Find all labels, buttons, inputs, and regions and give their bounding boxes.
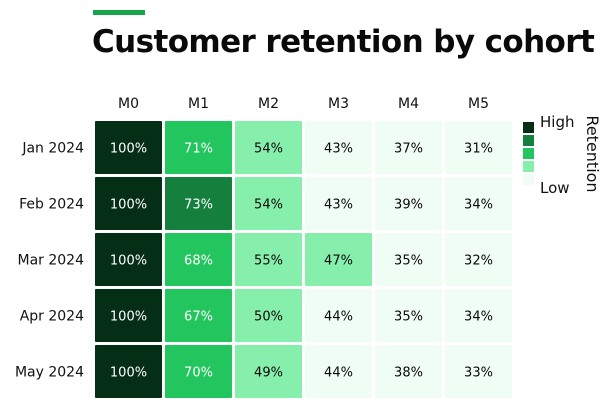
cell-value-label: 100% [110, 310, 147, 325]
column-label: M4 [398, 96, 419, 112]
heatmap-cell [235, 345, 302, 398]
cell-value-label: 68% [184, 254, 213, 269]
cell-value-label: 34% [464, 310, 493, 325]
legend-swatch [523, 135, 534, 146]
cell-value-label: 67% [184, 310, 213, 325]
heatmap-cell [235, 177, 302, 230]
row-label: Feb 2024 [19, 197, 84, 213]
cell-value-label: 35% [394, 310, 423, 325]
heatmap-cell [95, 345, 162, 398]
cell-value-label: 38% [394, 366, 423, 381]
heatmap-cell [375, 289, 442, 342]
heatmap-cell [445, 233, 512, 286]
heatmap-cell [445, 121, 512, 174]
cell-value-label: 31% [464, 142, 493, 157]
legend-swatch [523, 148, 534, 159]
heatmap-cell [305, 177, 372, 230]
heatmap-cell [375, 345, 442, 398]
heatmap-cell [165, 289, 232, 342]
cell-value-label: 44% [324, 310, 353, 325]
cell-value-label: 73% [184, 198, 213, 213]
legend-title: Retention [583, 115, 602, 192]
heatmap-cell [375, 233, 442, 286]
heatmap-cell [445, 345, 512, 398]
row-label: May 2024 [15, 365, 84, 381]
heatmap-cell [165, 177, 232, 230]
cell-value-label: 44% [324, 366, 353, 381]
cell-value-label: 71% [184, 142, 213, 157]
heatmap-cell [165, 121, 232, 174]
row-label: Jan 2024 [21, 141, 84, 157]
legend-low-label: Low [540, 179, 570, 197]
cell-value-label: 50% [254, 310, 283, 325]
cell-value-label: 55% [254, 254, 283, 269]
heatmap-cell [95, 121, 162, 174]
cell-value-label: 100% [110, 366, 147, 381]
column-label: M2 [258, 96, 279, 112]
heatmap-cell [305, 345, 372, 398]
heatmap-cell [445, 289, 512, 342]
cell-value-label: 54% [254, 142, 283, 157]
column-label: M3 [328, 96, 349, 112]
cell-value-label: 70% [184, 366, 213, 381]
cell-value-label: 32% [464, 254, 493, 269]
cell-value-label: 34% [464, 198, 493, 213]
column-label: M0 [118, 96, 139, 112]
cell-value-label: 47% [324, 254, 353, 269]
heatmap-cell [235, 121, 302, 174]
heatmap-cell [165, 233, 232, 286]
legend-swatch [523, 174, 534, 185]
chart-title: Customer retention by cohort [92, 24, 595, 60]
cell-value-label: 43% [324, 198, 353, 213]
cell-value-label: 39% [394, 198, 423, 213]
cell-value-label: 33% [464, 366, 493, 381]
cell-value-label: 100% [110, 142, 147, 157]
heatmap-cell [95, 233, 162, 286]
heatmap-cell [445, 177, 512, 230]
heatmap-cell [375, 177, 442, 230]
heatmap-cell [305, 233, 372, 286]
legend-high-label: High [540, 113, 574, 131]
cell-value-label: 35% [394, 254, 423, 269]
column-label: M5 [468, 96, 489, 112]
row-label: Mar 2024 [18, 253, 85, 269]
row-label: Apr 2024 [20, 309, 84, 325]
title-accent-bar [93, 10, 145, 15]
heatmap-cell [375, 121, 442, 174]
heatmap-cell [165, 345, 232, 398]
legend-swatch [523, 122, 534, 133]
heatmap-cell [305, 289, 372, 342]
cell-value-label: 54% [254, 198, 283, 213]
column-label: M1 [188, 96, 209, 112]
heatmap-cell [235, 289, 302, 342]
heatmap-cell [95, 177, 162, 230]
cell-value-label: 43% [324, 142, 353, 157]
cell-value-label: 37% [394, 142, 423, 157]
heatmap-cell [95, 289, 162, 342]
heatmap-cell [305, 121, 372, 174]
legend-swatch [523, 161, 534, 172]
cell-value-label: 100% [110, 254, 147, 269]
heatmap-cell [235, 233, 302, 286]
cell-value-label: 100% [110, 198, 147, 213]
cell-value-label: 49% [254, 366, 283, 381]
